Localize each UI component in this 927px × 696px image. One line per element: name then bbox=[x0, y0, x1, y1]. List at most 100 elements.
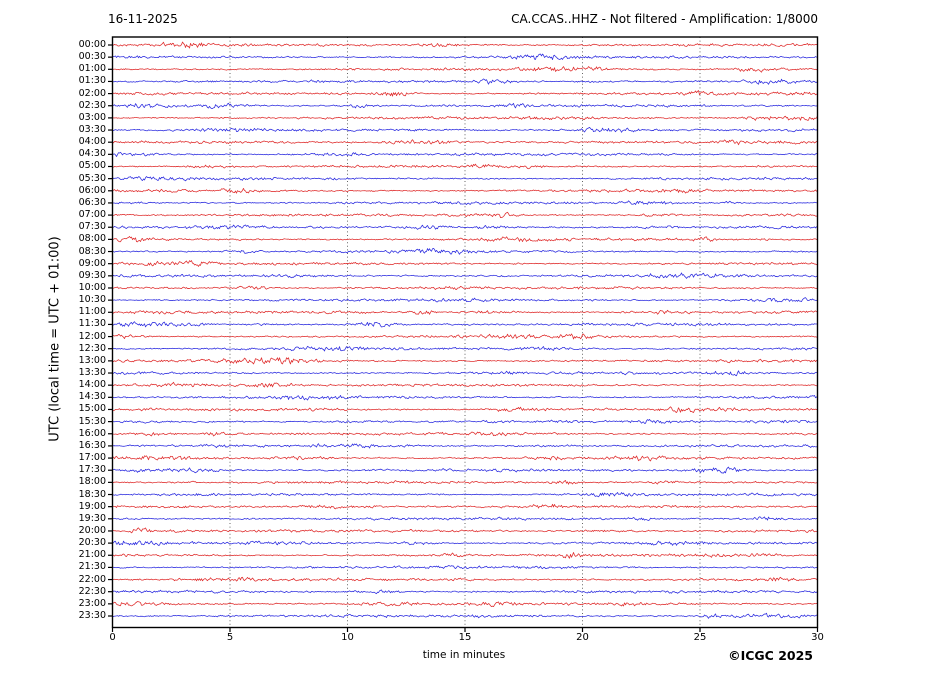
trace-row bbox=[112, 78, 818, 85]
y-tick-label: 21:30 bbox=[78, 561, 106, 573]
y-tick-label: 23:00 bbox=[78, 597, 106, 609]
y-tick-label: 06:00 bbox=[78, 184, 106, 196]
trace-row bbox=[112, 102, 818, 110]
trace-row bbox=[112, 612, 818, 619]
trace-row bbox=[112, 601, 818, 608]
y-tick-label: 17:30 bbox=[78, 464, 106, 476]
y-tick-label: 16:30 bbox=[78, 439, 106, 451]
x-tick-label: 30 bbox=[811, 632, 824, 643]
trace-row bbox=[112, 370, 818, 377]
trace-row bbox=[112, 503, 818, 510]
trace-row bbox=[112, 418, 818, 424]
trace-row bbox=[112, 309, 818, 315]
y-tick-label: 18:00 bbox=[78, 476, 106, 488]
y-tick-label: 02:30 bbox=[78, 99, 106, 111]
trace-row bbox=[112, 236, 818, 243]
trace-row bbox=[112, 480, 818, 485]
y-tick-label: 06:30 bbox=[78, 196, 106, 208]
trace-row bbox=[112, 187, 818, 194]
plot-title: CA.CCAS..HHZ - Not filtered - Amplificat… bbox=[511, 12, 818, 26]
y-tick-label: 20:00 bbox=[78, 524, 106, 536]
trace-row bbox=[112, 139, 818, 146]
trace-row bbox=[112, 516, 818, 521]
y-tick-label: 15:00 bbox=[78, 403, 106, 415]
y-tick-label: 21:00 bbox=[78, 549, 106, 561]
y-tick-label: 11:30 bbox=[78, 318, 106, 330]
y-tick-label: 04:30 bbox=[78, 148, 106, 160]
y-tick-label: 08:00 bbox=[78, 233, 106, 245]
y-tick-label: 03:30 bbox=[78, 124, 106, 136]
y-tick-label: 01:00 bbox=[78, 63, 106, 75]
y-tick-label: 17:00 bbox=[78, 452, 106, 464]
y-tick-label: 05:00 bbox=[78, 160, 106, 172]
y-tick-label: 04:00 bbox=[78, 136, 106, 148]
trace-row bbox=[112, 260, 818, 267]
y-tick-label: 01:30 bbox=[78, 75, 106, 87]
y-tick-label: 12:30 bbox=[78, 342, 106, 354]
x-tick-label: 10 bbox=[341, 632, 354, 643]
trace-row bbox=[112, 395, 818, 401]
trace-row bbox=[112, 297, 818, 303]
trace-row bbox=[112, 492, 818, 498]
y-tick-label: 09:30 bbox=[78, 269, 106, 281]
copyright-label: ©ICGC 2025 bbox=[728, 648, 813, 663]
trace-row bbox=[112, 345, 818, 352]
y-tick-label: 08:30 bbox=[78, 245, 106, 257]
trace-row bbox=[112, 431, 818, 437]
y-tick-label: 22:00 bbox=[78, 573, 106, 585]
trace-row bbox=[112, 381, 818, 388]
y-tick-label: 10:00 bbox=[78, 281, 106, 293]
trace-row bbox=[112, 443, 818, 449]
trace-row bbox=[112, 176, 818, 182]
y-tick-label: 19:30 bbox=[78, 512, 106, 524]
trace-row bbox=[112, 406, 818, 413]
y-tick-label: 03:00 bbox=[78, 111, 106, 123]
y-tick-label: 20:30 bbox=[78, 537, 106, 549]
date-label: 16-11-2025 bbox=[108, 12, 178, 26]
x-tick-label: 5 bbox=[226, 632, 234, 643]
trace-row bbox=[112, 66, 818, 73]
x-axis-title: time in minutes bbox=[422, 649, 506, 661]
y-tick-label: 13:30 bbox=[78, 367, 106, 379]
trace-row bbox=[112, 589, 818, 595]
trace-row bbox=[112, 163, 818, 170]
y-tick-label: 00:00 bbox=[78, 39, 106, 50]
y-tick-label: 11:00 bbox=[78, 306, 106, 318]
trace-row bbox=[112, 90, 818, 97]
trace-row bbox=[112, 576, 818, 582]
trace-row bbox=[112, 41, 818, 49]
y-tick-label: 16:00 bbox=[78, 427, 106, 439]
trace-row bbox=[112, 565, 818, 570]
trace-row bbox=[112, 466, 818, 474]
trace-row bbox=[112, 53, 818, 61]
trace-row bbox=[112, 211, 818, 219]
y-tick-label: 15:30 bbox=[78, 415, 106, 427]
trace-row bbox=[112, 455, 818, 462]
trace-row bbox=[112, 127, 818, 133]
trace-row bbox=[112, 151, 818, 157]
trace-row bbox=[112, 321, 818, 328]
y-tick-label: 12:00 bbox=[78, 330, 106, 342]
trace-row bbox=[112, 357, 818, 365]
y-tick-label: 18:30 bbox=[78, 488, 106, 500]
y-tick-label: 05:30 bbox=[78, 172, 106, 184]
x-tick-label: 25 bbox=[693, 632, 707, 643]
trace-row bbox=[112, 285, 818, 290]
trace-row bbox=[112, 272, 818, 279]
x-tick-label: 0 bbox=[109, 632, 116, 643]
trace-row bbox=[112, 527, 818, 534]
y-tick-label: 23:30 bbox=[78, 610, 106, 621]
y-tick-label: 14:00 bbox=[78, 379, 106, 391]
trace-row bbox=[112, 540, 818, 546]
y-tick-label: 02:00 bbox=[78, 87, 106, 99]
y-tick-label: 07:30 bbox=[78, 221, 106, 233]
y-tick-label: 22:30 bbox=[78, 585, 106, 597]
y-tick-label: 19:00 bbox=[78, 500, 106, 512]
trace-row bbox=[112, 224, 818, 230]
x-tick-label: 20 bbox=[576, 632, 589, 643]
trace-row bbox=[112, 200, 818, 205]
y-tick-label: 13:00 bbox=[78, 354, 106, 366]
trace-row bbox=[112, 552, 818, 559]
